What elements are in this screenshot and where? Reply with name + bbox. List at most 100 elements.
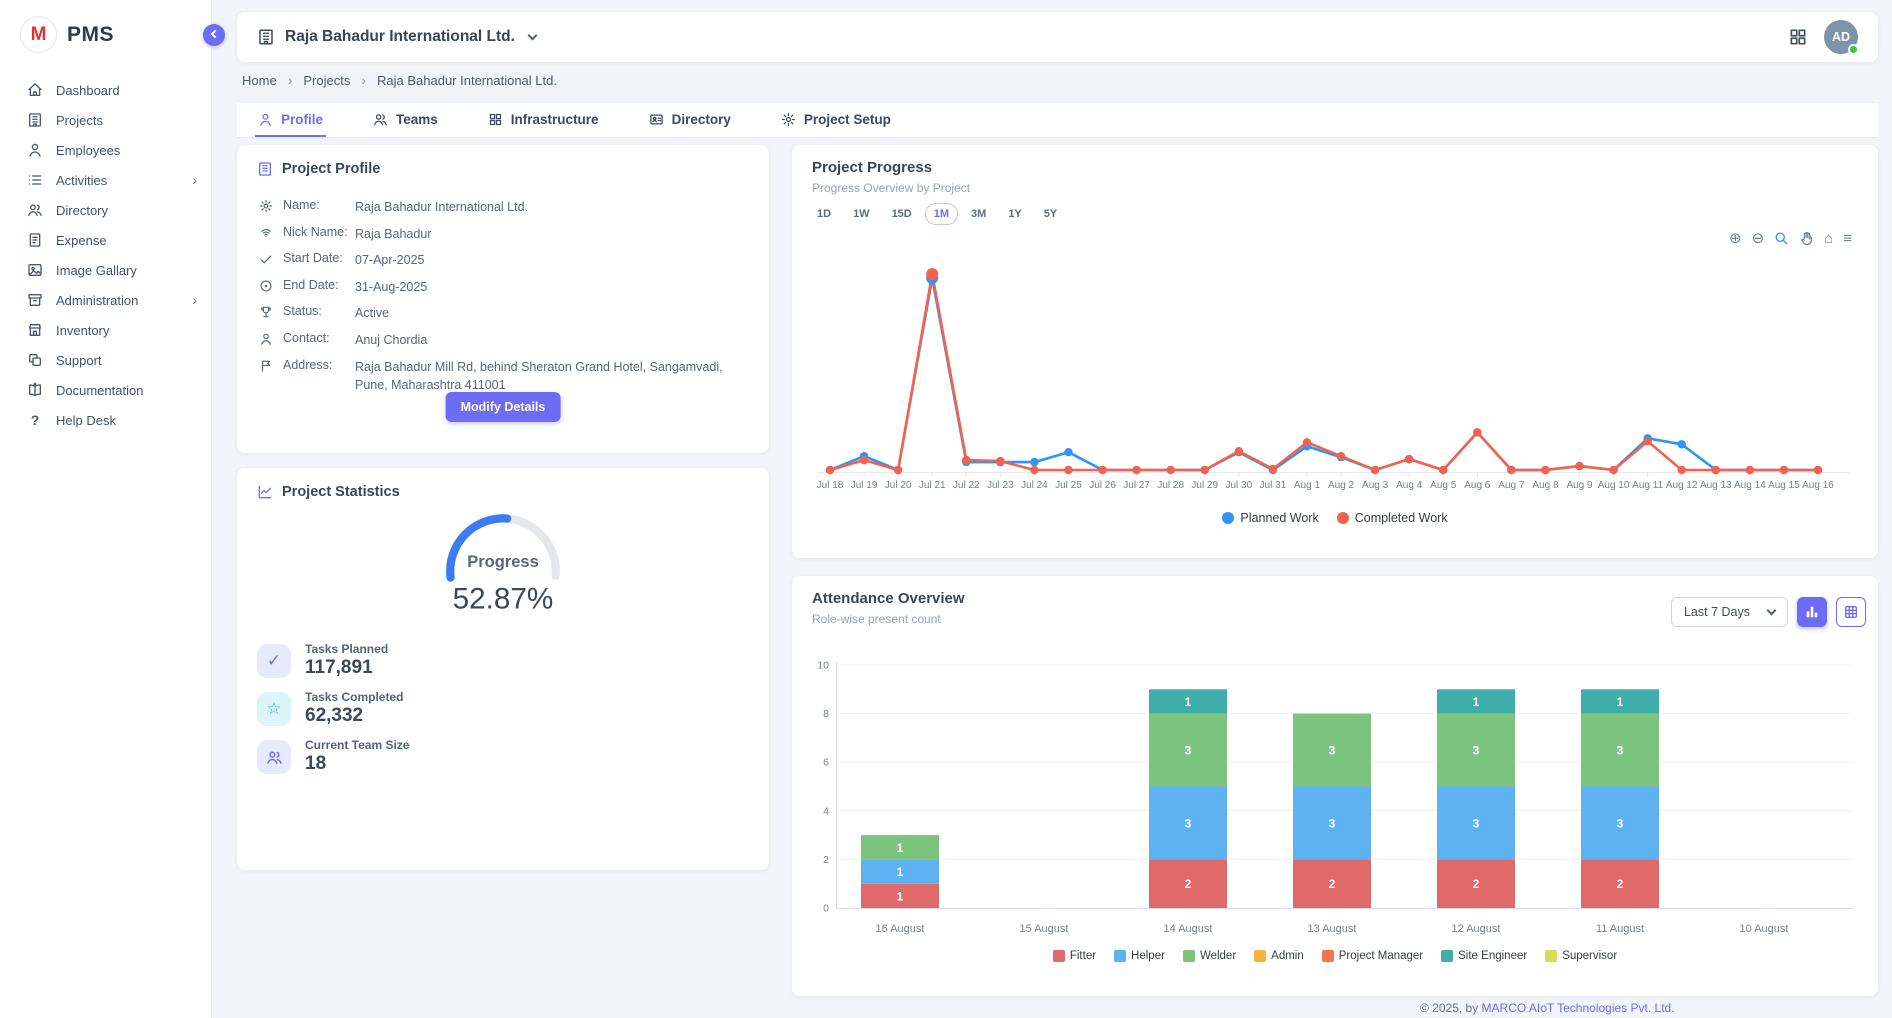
svg-text:15 August: 15 August (1020, 923, 1069, 935)
legend-label: Admin (1271, 950, 1304, 962)
legend-item[interactable]: Planned Work (1222, 511, 1318, 525)
range-3m-button[interactable]: 3M (962, 203, 995, 225)
legend-marker (1183, 950, 1195, 962)
online-status-dot (1848, 44, 1859, 55)
modify-details-button[interactable]: Modify Details (446, 392, 561, 422)
sidebar-item-documentation[interactable]: Documentation (0, 375, 211, 405)
legend-item[interactable]: Fitter (1053, 950, 1096, 962)
sidebar-item-dashboard[interactable]: Dashboard (0, 75, 211, 105)
legend-item[interactable]: Project Manager (1322, 950, 1423, 962)
tab-teams[interactable]: Teams (370, 103, 441, 137)
date-range-select[interactable]: Last 7 Days (1671, 597, 1788, 627)
range-15d-button[interactable]: 15D (883, 203, 921, 225)
apps-grid-icon[interactable] (1788, 27, 1808, 47)
selection-zoom-icon[interactable] (1774, 231, 1789, 246)
zoom-out-icon[interactable]: ⊖ (1752, 231, 1765, 246)
svg-text:Jul 27: Jul 27 (1123, 480, 1150, 491)
tab-infrastructure[interactable]: Infrastructure (485, 103, 602, 137)
range-1m-button[interactable]: 1M (925, 203, 958, 225)
svg-text:Aug 13: Aug 13 (1700, 480, 1732, 491)
tab-label: Infrastructure (511, 112, 599, 127)
sidebar-item-support[interactable]: Support (0, 345, 211, 375)
svg-text:1: 1 (897, 865, 904, 879)
svg-text:12 August: 12 August (1452, 923, 1501, 935)
chevron-right-icon: › (361, 72, 366, 88)
svg-text:3: 3 (1473, 816, 1480, 830)
progress-gauge: Progress52.87% (423, 503, 583, 613)
svg-text:Jul 21: Jul 21 (919, 480, 946, 491)
sidebar-item-inventory[interactable]: Inventory (0, 315, 211, 345)
svg-text:3: 3 (1329, 744, 1336, 758)
sidebar-item-directory[interactable]: Directory (0, 195, 211, 225)
svg-text:Aug 12: Aug 12 (1666, 480, 1698, 491)
field-name: Name: Raja Bahadur International Ltd. (259, 193, 745, 220)
svg-text:Aug 3: Aug 3 (1362, 480, 1389, 491)
user-avatar[interactable]: AD (1824, 20, 1858, 54)
bar-chart-view-button[interactable] (1797, 597, 1827, 627)
svg-text:16 August: 16 August (876, 923, 925, 935)
legend-label: Helper (1131, 950, 1165, 962)
tab-project-setup[interactable]: Project Setup (778, 103, 894, 137)
legend-marker (1222, 512, 1234, 524)
check-icon: ✓ (257, 644, 291, 678)
chart-menu-icon[interactable]: ≡ (1843, 231, 1852, 246)
sidebar-item-activities[interactable]: Activities › (0, 165, 211, 195)
company-selector[interactable]: Raja Bahadur International Ltd. (257, 28, 536, 46)
legend-label: Site Engineer (1458, 950, 1527, 962)
breadcrumb-home[interactable]: Home (242, 73, 277, 88)
pan-icon[interactable] (1799, 231, 1814, 246)
range-1w-button[interactable]: 1W (844, 203, 879, 225)
range-1y-button[interactable]: 1Y (999, 203, 1030, 225)
footer-company-link[interactable]: MARCO AIoT Technologies Pvt. Ltd. (1482, 1001, 1675, 1015)
svg-text:13 August: 13 August (1308, 923, 1357, 935)
zoom-in-icon[interactable]: ⊕ (1729, 231, 1742, 246)
range-5y-button[interactable]: 5Y (1035, 203, 1066, 225)
legend-item[interactable]: Supervisor (1545, 950, 1617, 962)
attendance-bar-chart[interactable]: 024681016 August11115 August14 August233… (818, 656, 1878, 961)
users-icon (373, 112, 388, 127)
legend-item[interactable]: Completed Work (1337, 511, 1448, 525)
stat-label: Current Team Size (305, 738, 409, 753)
star-icon: ☆ (257, 692, 291, 726)
tab-directory[interactable]: Directory (646, 103, 734, 137)
legend-item[interactable]: Site Engineer (1441, 950, 1527, 962)
chart-title: Project Progress (812, 159, 932, 176)
users-icon (27, 202, 43, 218)
building-icon (27, 112, 43, 128)
profile-fields: Name: Raja Bahadur International Ltd. Ni… (259, 193, 745, 394)
legend-item[interactable]: Admin (1254, 950, 1304, 962)
sidebar-item-employees[interactable]: Employees (0, 135, 211, 165)
svg-text:Jul 29: Jul 29 (1191, 480, 1218, 491)
field-label: Name: (283, 198, 355, 212)
svg-text:Jul 23: Jul 23 (987, 480, 1014, 491)
table-view-button[interactable] (1836, 597, 1866, 627)
range-1d-button[interactable]: 1D (808, 203, 840, 225)
legend-item[interactable]: Welder (1183, 950, 1236, 962)
brand-logo[interactable]: M PMS (0, 0, 211, 75)
svg-text:3: 3 (1473, 744, 1480, 758)
field-start-date: Start Date: 07-Apr-2025 (259, 246, 745, 273)
sidebar-item-image-gallery[interactable]: Image Gallary (0, 255, 211, 285)
statistics-rows: ✓ Tasks Planned 117,891 ☆ Tasks Complete… (257, 644, 749, 788)
sidebar-item-projects[interactable]: Projects (0, 105, 211, 135)
user-icon (259, 332, 273, 346)
page: M PMS Dashboard Projects Employees Activ… (0, 0, 1892, 1018)
chart-subtitle: Role-wise present count (812, 612, 941, 626)
table-grid-icon (1843, 604, 1859, 620)
field-label: End Date: (283, 278, 355, 292)
sidebar-item-help-desk[interactable]: ? Help Desk (0, 405, 211, 435)
field-label: Status: (283, 304, 355, 318)
attendance-controls: Last 7 Days (1671, 597, 1866, 627)
sidebar-item-administration[interactable]: Administration › (0, 285, 211, 315)
svg-text:Jul 18: Jul 18 (817, 480, 844, 491)
tab-profile[interactable]: Profile (255, 103, 326, 137)
legend-item[interactable]: Helper (1114, 950, 1165, 962)
company-name: Raja Bahadur International Ltd. (285, 28, 515, 46)
project-profile-card: Project Profile Name: Raja Bahadur Inter… (237, 145, 769, 453)
sidebar-collapse-button[interactable] (203, 24, 225, 46)
svg-text:11 August: 11 August (1596, 923, 1644, 935)
reset-zoom-home-icon[interactable]: ⌂ (1824, 231, 1833, 246)
breadcrumb-projects[interactable]: Projects (303, 73, 350, 88)
progress-line-chart[interactable]: Jul 18Jul 19Jul 20Jul 21Jul 22Jul 23Jul … (810, 260, 1860, 505)
sidebar-item-expense[interactable]: Expense (0, 225, 211, 255)
